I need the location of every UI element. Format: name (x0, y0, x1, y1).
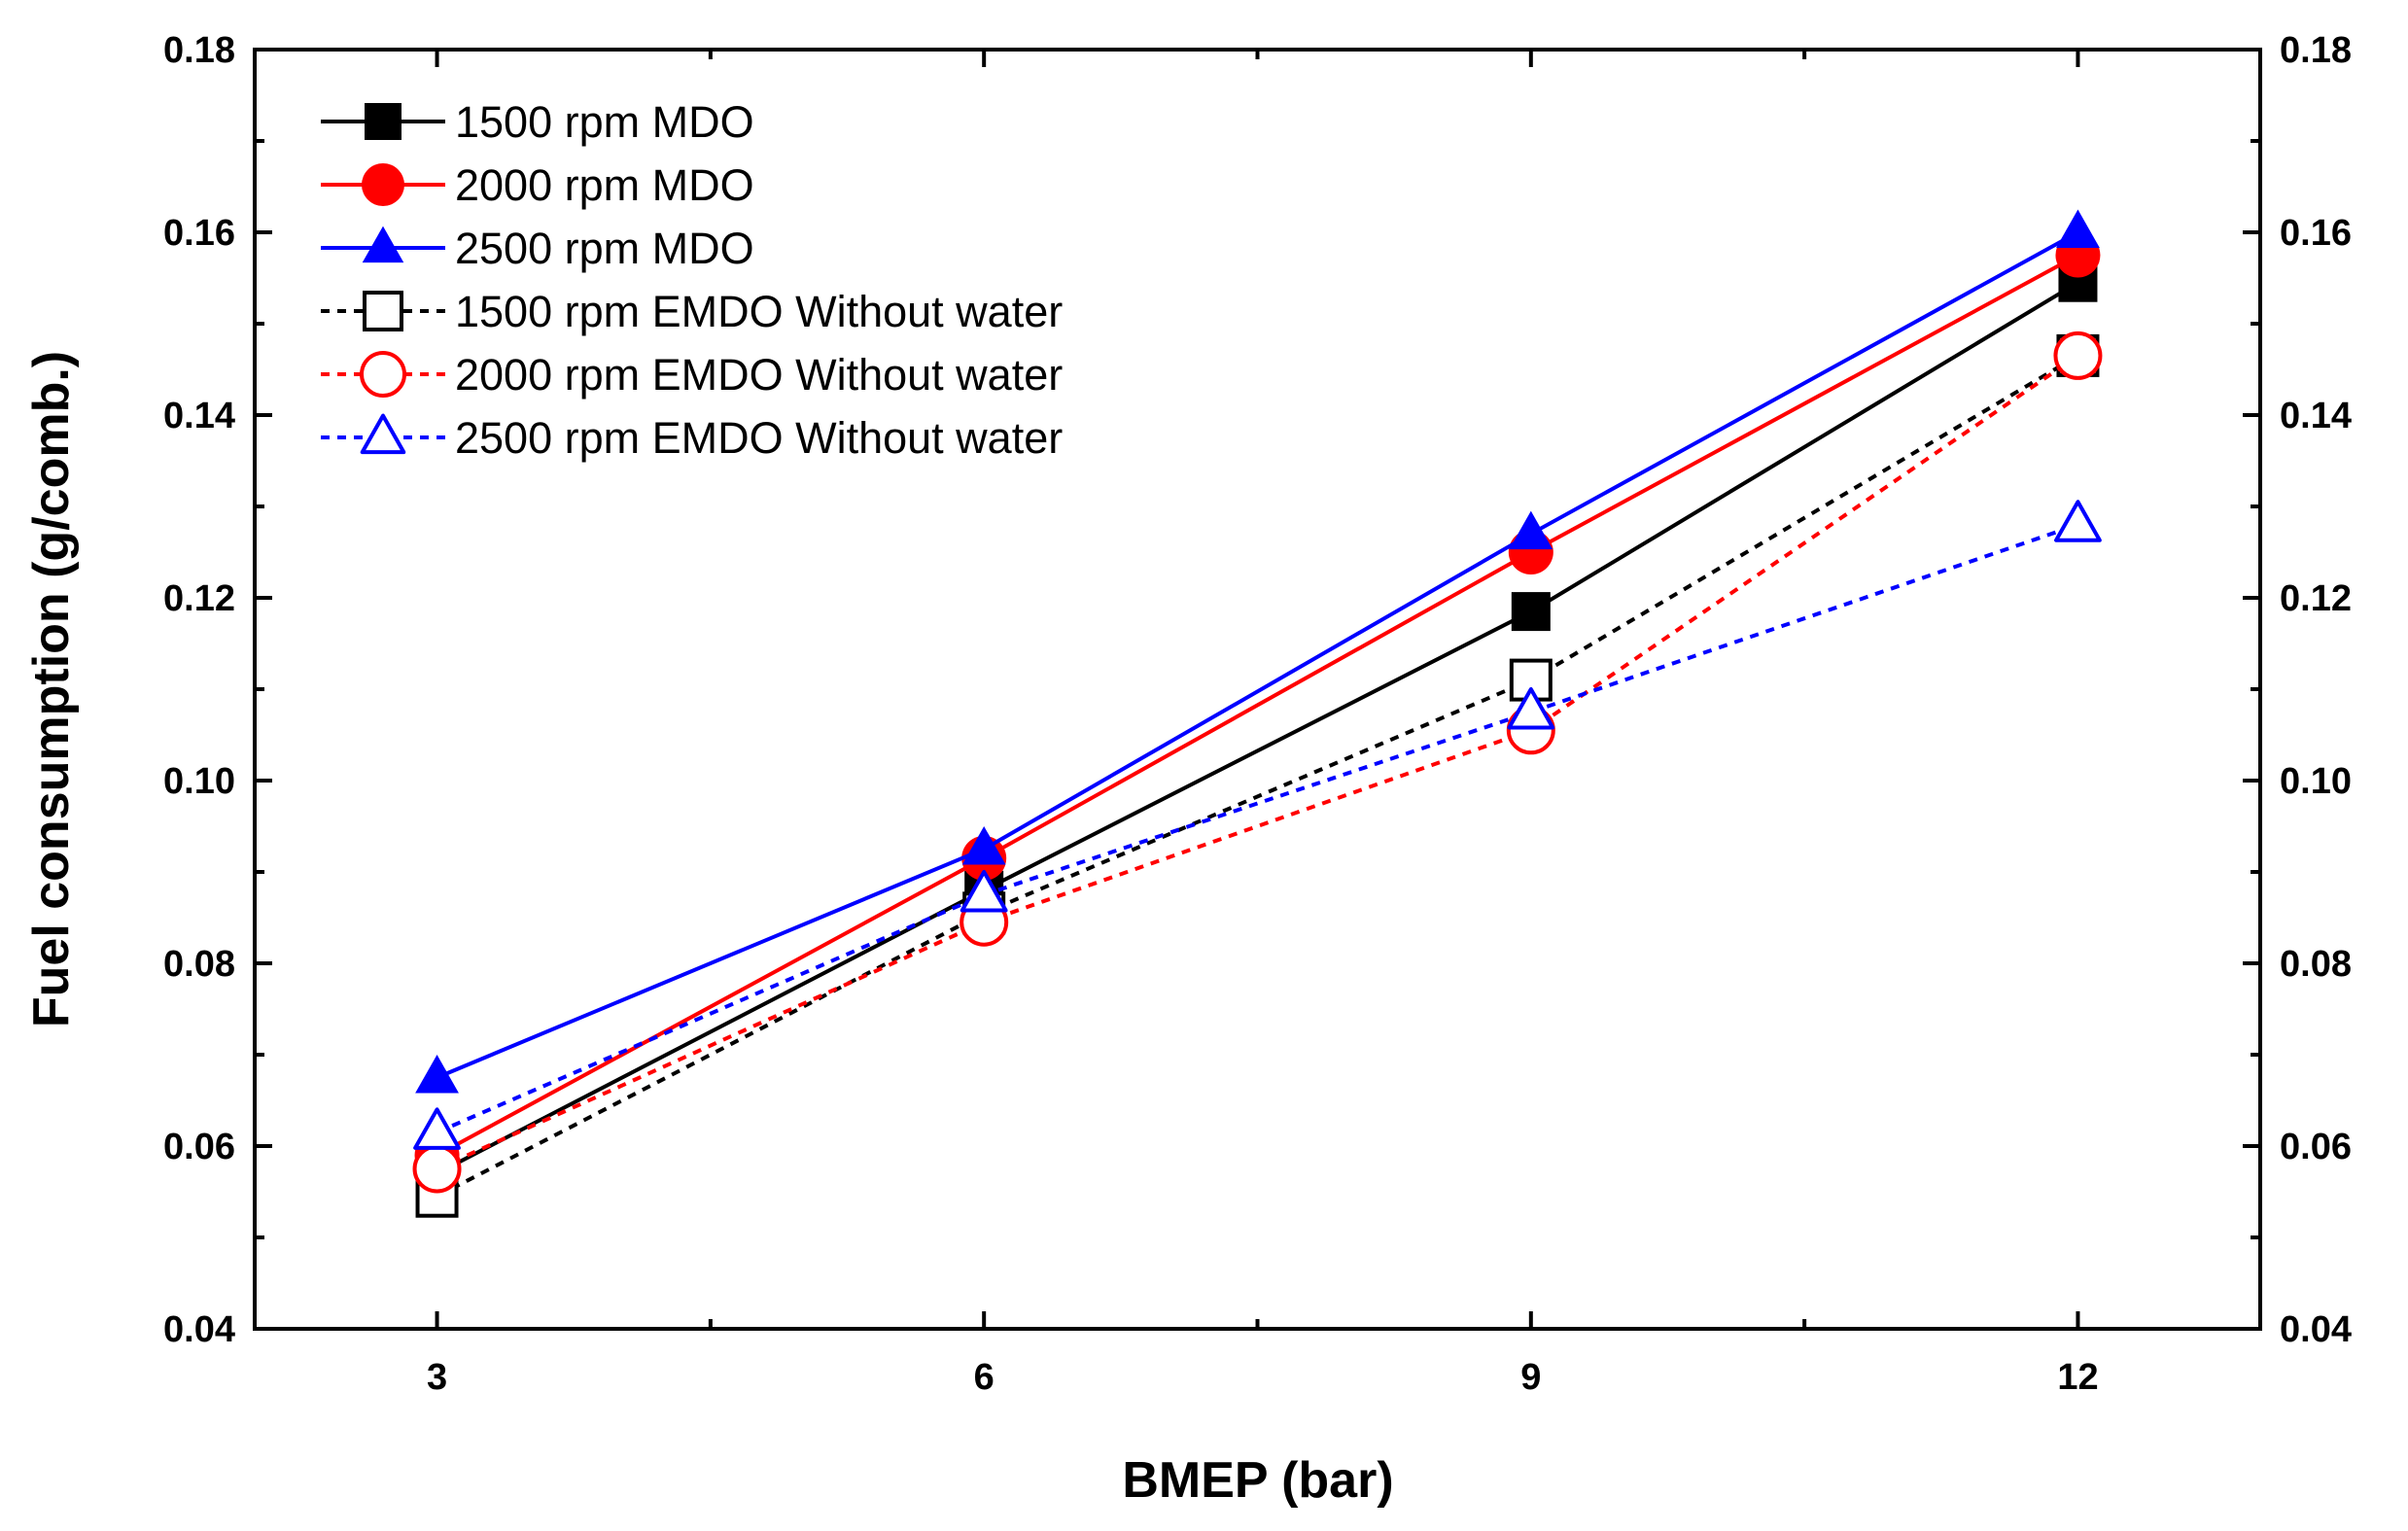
y-tick-label-right: 0.04 (2280, 1309, 2352, 1350)
data-point-2500-rpm-emdo-without-water (413, 1107, 461, 1150)
legend-label: 2500 rpm MDO (455, 224, 754, 273)
y-tick-label-left: 0.18 (163, 30, 235, 71)
y-tick-label-right: 0.12 (2280, 578, 2352, 619)
legend-marker (362, 226, 404, 263)
series-line-1500-rpm-emdo-without-water (436, 354, 2079, 1199)
legend-marker (362, 163, 404, 206)
legend-entry: 2000 rpm EMDO Without water (321, 350, 1063, 400)
series-line-2000-rpm-emdo-without-water (436, 354, 2079, 1171)
y-tick-label-left: 0.10 (163, 761, 235, 802)
data-point-2500-rpm-emdo-without-water (960, 869, 1008, 913)
y-tick-label-right: 0.16 (2280, 213, 2352, 254)
series-layer (412, 209, 2103, 1218)
legend-entry: 2500 rpm MDO (321, 224, 754, 273)
y-tick-label-right: 0.10 (2280, 761, 2352, 802)
legend-marker (360, 413, 406, 455)
legend-marker (365, 103, 401, 140)
y-axis-title: Fuel consumption (g/comb.) (23, 351, 80, 1027)
y-tick-label-right: 0.08 (2280, 944, 2352, 985)
series-2500-rpm-emdo-without-water (413, 500, 2102, 1150)
legend-entry: 2000 rpm MDO (321, 160, 754, 210)
series-2000-rpm-emdo-without-water (412, 331, 2103, 1194)
legend-label: 2000 rpm MDO (455, 160, 754, 210)
series-2500-rpm-mdo (415, 209, 2100, 1094)
series-line-2000-rpm-mdo (436, 253, 2079, 1158)
x-ticks-bottom: 3 6 9 12 (427, 1311, 2099, 1398)
data-point-2500-rpm-mdo (1509, 510, 1553, 550)
x-ticks-top (435, 50, 2080, 67)
y-tick-label-left: 0.08 (163, 944, 235, 985)
y-tick-label-right: 0.14 (2280, 396, 2352, 436)
data-point-2500-rpm-emdo-without-water (1507, 686, 1555, 730)
x-tick-label: 12 (2057, 1357, 2098, 1398)
legend-entry: 1500 rpm EMDO Without water (321, 287, 1063, 336)
y-tick-label-right: 0.06 (2280, 1127, 2352, 1167)
series-line-2500-rpm-emdo-without-water (436, 522, 2079, 1134)
legend-entry: 2500 rpm EMDO Without water (321, 413, 1063, 463)
legend-marker (360, 351, 406, 398)
y-ticks-left: 0.04 0.06 0.08 0.10 0.12 0.14 0.16 0.18 (163, 30, 272, 1350)
legend: 1500 rpm MDO 2000 rpm MDO 2500 rpm MDO 1500… (321, 97, 1063, 463)
legend-label: 2000 rpm EMDO Without water (455, 350, 1063, 400)
data-point-1500-rpm-mdo (1511, 592, 1551, 632)
series-1500-rpm-mdo (417, 262, 2098, 1194)
legend-label: 1500 rpm MDO (455, 97, 754, 147)
x-tick-label: 3 (427, 1357, 447, 1398)
y-tick-label-left: 0.04 (163, 1309, 235, 1350)
data-point-2500-rpm-mdo (961, 825, 1006, 865)
y-tick-label-left: 0.06 (163, 1127, 235, 1167)
legend-marker (363, 291, 403, 331)
legend-entry: 1500 rpm MDO (321, 97, 754, 147)
series-line-2500-rpm-mdo (436, 230, 2079, 1080)
x-tick-label: 9 (1520, 1357, 1541, 1398)
y-tick-label-right: 0.18 (2280, 30, 2352, 71)
y-tick-label-left: 0.16 (163, 213, 235, 254)
data-point-2000-rpm-emdo-without-water (2053, 331, 2103, 380)
data-point-2500-rpm-mdo (2056, 209, 2100, 248)
x-tick-label: 6 (974, 1357, 995, 1398)
data-point-2500-rpm-mdo (415, 1054, 459, 1094)
legend-label: 2500 rpm EMDO Without water (455, 413, 1063, 463)
data-point-2500-rpm-emdo-without-water (2054, 500, 2102, 542)
y-tick-label-left: 0.12 (163, 578, 235, 619)
x-axis-title: BMEP (bar) (1122, 1452, 1393, 1509)
legend-label: 1500 rpm EMDO Without water (455, 287, 1063, 336)
data-point-2000-rpm-emdo-without-water (412, 1144, 462, 1194)
series-line-1500-rpm-mdo (436, 280, 2079, 1175)
y-ticks-right: 0.04 0.06 0.08 0.10 0.12 0.14 0.16 0.18 (2243, 30, 2352, 1350)
y-tick-label-left: 0.14 (163, 396, 235, 436)
series-1500-rpm-emdo-without-water (415, 333, 2100, 1218)
